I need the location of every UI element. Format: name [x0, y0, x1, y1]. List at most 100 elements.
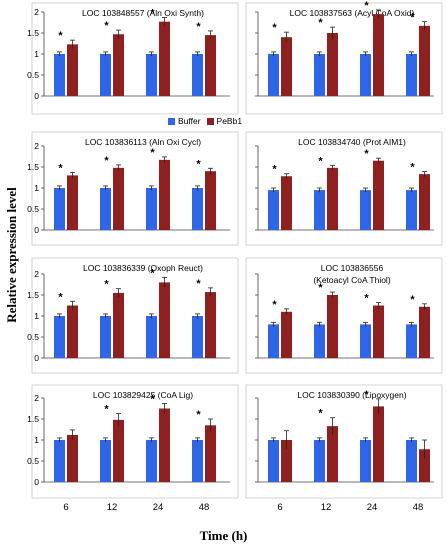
- bar-pebb1: [281, 440, 292, 482]
- y-tick-label: 0.5: [27, 332, 39, 342]
- panel-7: 0 0.5 1 1.5 2 LOC 103829425 (CoA Lig) 6 * 12 * 24 *…: [27, 384, 239, 513]
- bar-pebb1: [205, 425, 216, 482]
- x-tick-label: 6: [277, 502, 282, 513]
- y-tick-label: 1: [34, 49, 39, 59]
- significance-asterisk: *: [318, 282, 323, 294]
- y-tick-label: 0.5: [27, 456, 39, 466]
- bar-buffer: [100, 440, 111, 482]
- significance-asterisk: *: [104, 279, 109, 291]
- bar-buffer: [192, 440, 203, 482]
- bar-pebb1: [373, 406, 384, 482]
- x-axis-title: Time (h): [199, 528, 248, 543]
- bar-pebb1: [67, 305, 78, 358]
- bar-pebb1: [419, 25, 430, 96]
- panel-title: LOC 103829425 (CoA Lig): [93, 390, 193, 400]
- significance-asterisk: *: [272, 164, 277, 176]
- x-tick-label: 48: [199, 502, 210, 513]
- panel-title: LOC 103830390 (Lipoxygen): [297, 390, 406, 400]
- panel-8: LOC 103830390 (Lipoxygen) 6 * 12 * 24 48: [245, 384, 443, 513]
- x-tick-label: 12: [107, 502, 118, 513]
- bar-pebb1: [113, 419, 124, 482]
- y-tick-label: 1.5: [27, 28, 39, 38]
- bar-buffer: [54, 188, 65, 230]
- bar-buffer: [146, 54, 157, 96]
- y-tick-label: 2: [34, 393, 39, 403]
- bar-pebb1: [281, 311, 292, 358]
- bar-buffer: [268, 190, 279, 230]
- panel-6: LOC 103836556(Ketoacyl CoA Thiol)*** *: [245, 257, 443, 374]
- bar-pebb1: [113, 167, 124, 230]
- bar-pebb1: [419, 449, 430, 482]
- significance-asterisk: *: [150, 267, 155, 279]
- significance-asterisk: *: [410, 294, 415, 306]
- y-tick-label: 0: [34, 225, 39, 235]
- legend-swatch-buffer: [168, 117, 175, 125]
- y-tick-label: 2: [34, 7, 39, 17]
- legend-label-pebb1: PeBb1: [216, 116, 243, 126]
- panel-title: LOC 103836113 (Aln Oxi Cycl): [85, 137, 201, 147]
- panel-title: LOC 103836339 (Oxoph Reuct): [83, 263, 203, 273]
- bar-pebb1: [327, 167, 338, 230]
- bar-pebb1: [67, 175, 78, 230]
- significance-asterisk: *: [364, 0, 369, 12]
- bar-buffer: [360, 190, 371, 230]
- legend-item-pebb1: PeBb1: [206, 116, 243, 126]
- panel-title: LOC 103837563 (Acyl CoA Oxid): [290, 8, 415, 18]
- bar-buffer: [314, 54, 325, 96]
- panel-subtitle: (Ketoacyl CoA Thiol): [313, 275, 390, 285]
- bar-buffer: [192, 54, 203, 96]
- panel-border: [245, 257, 443, 374]
- bar-pebb1: [159, 159, 170, 230]
- bar-pebb1: [113, 292, 124, 358]
- significance-asterisk: *: [272, 22, 277, 34]
- bar-pebb1: [419, 306, 430, 358]
- x-tick-label: 24: [367, 502, 378, 513]
- panel-title: LOC 103834740 (Prot AIM1): [298, 137, 406, 147]
- y-tick-label: 1: [34, 311, 39, 321]
- bar-buffer: [406, 54, 417, 96]
- bar-pebb1: [373, 14, 384, 97]
- significance-asterisk: *: [410, 162, 415, 174]
- y-tick-label: 0: [34, 91, 39, 101]
- panel-border: [245, 384, 443, 499]
- y-tick-label: 2: [34, 141, 39, 151]
- significance-asterisk: *: [318, 17, 323, 29]
- significance-asterisk: *: [104, 20, 109, 32]
- y-tick-label: 1.5: [27, 162, 39, 172]
- bar-buffer: [268, 440, 279, 482]
- y-tick-label: 1.5: [27, 290, 39, 300]
- significance-asterisk: *: [104, 155, 109, 167]
- bar-buffer: [406, 190, 417, 230]
- x-tick-label: 24: [153, 502, 164, 513]
- y-tick-label: 1: [34, 183, 39, 193]
- bar-pebb1: [327, 426, 338, 482]
- significance-asterisk: *: [150, 147, 155, 159]
- bar-pebb1: [373, 305, 384, 358]
- bar-buffer: [100, 54, 111, 96]
- panel-border: [31, 257, 239, 374]
- significance-asterisk: *: [104, 404, 109, 416]
- bar-buffer: [146, 440, 157, 482]
- legend-item-buffer: Buffer: [168, 116, 201, 126]
- significance-asterisk: *: [58, 30, 63, 42]
- significance-asterisk: *: [196, 158, 201, 170]
- bar-pebb1: [67, 44, 78, 96]
- x-tick-label: 6: [63, 502, 68, 513]
- bar-pebb1: [113, 34, 124, 96]
- bar-pebb1: [205, 35, 216, 96]
- significance-asterisk: *: [58, 162, 63, 174]
- bar-buffer: [360, 440, 371, 482]
- significance-asterisk: *: [150, 7, 155, 19]
- bar-buffer: [54, 54, 65, 96]
- bar-buffer: [360, 324, 371, 358]
- bar-pebb1: [419, 174, 430, 230]
- significance-asterisk: *: [196, 21, 201, 33]
- bar-pebb1: [205, 171, 216, 230]
- bar-buffer: [406, 440, 417, 482]
- bar-pebb1: [205, 292, 216, 358]
- significance-asterisk: *: [196, 409, 201, 421]
- significance-asterisk: *: [364, 293, 369, 305]
- panel-title: LOC 103836556: [321, 263, 384, 273]
- bar-buffer: [192, 316, 203, 358]
